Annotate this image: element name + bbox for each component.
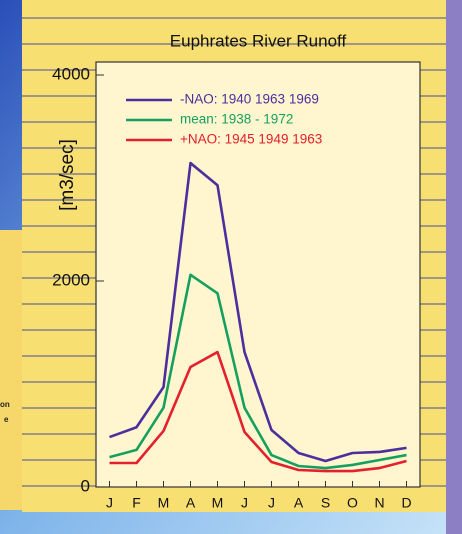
- fragment: on: [0, 400, 10, 409]
- legend-label: +NAO: 1945 1949 1963: [180, 132, 322, 147]
- x-tick-label: D: [401, 495, 411, 511]
- series-line: [109, 273, 407, 470]
- x-tick-label: S: [321, 495, 330, 511]
- y-tick-label: 4000: [52, 64, 90, 83]
- y-tick-label: 2000: [52, 270, 90, 289]
- series-line: [109, 350, 407, 473]
- x-tick-label: M: [158, 495, 170, 511]
- legend-label: mean: 1938 - 1972: [180, 112, 293, 127]
- x-tick-label: J: [268, 495, 275, 511]
- fragment: e: [4, 415, 9, 424]
- x-tick-label: A: [186, 495, 196, 511]
- x-tick-label: J: [241, 495, 248, 511]
- legend-label: -NAO: 1940 1963 1969: [180, 92, 319, 107]
- series-line: [109, 161, 407, 463]
- x-tick-label: M: [212, 495, 224, 511]
- x-tick-label: A: [294, 495, 304, 511]
- chart-title: Euphrates River Runoff: [170, 31, 347, 50]
- plot-frame: [95, 61, 421, 488]
- y-axis-label: [m3/sec]: [57, 139, 78, 211]
- x-tick-label: F: [132, 495, 141, 511]
- x-tick-label: J: [106, 495, 113, 511]
- x-tick-label: O: [347, 495, 358, 511]
- x-tick-label: N: [374, 495, 384, 511]
- y-tick-label: 0: [81, 476, 90, 495]
- right-stripe: [446, 0, 462, 534]
